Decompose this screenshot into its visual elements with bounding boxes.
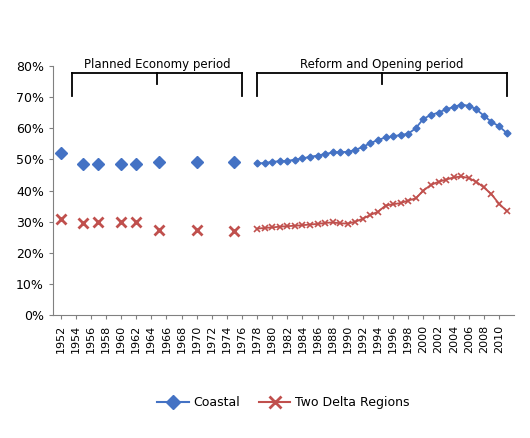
Legend: Coastal, Two Delta Regions: Coastal, Two Delta Regions [152, 391, 415, 414]
Text: Planned Economy period: Planned Economy period [84, 58, 230, 71]
Text: Reform and Opening period: Reform and Opening period [300, 58, 464, 71]
